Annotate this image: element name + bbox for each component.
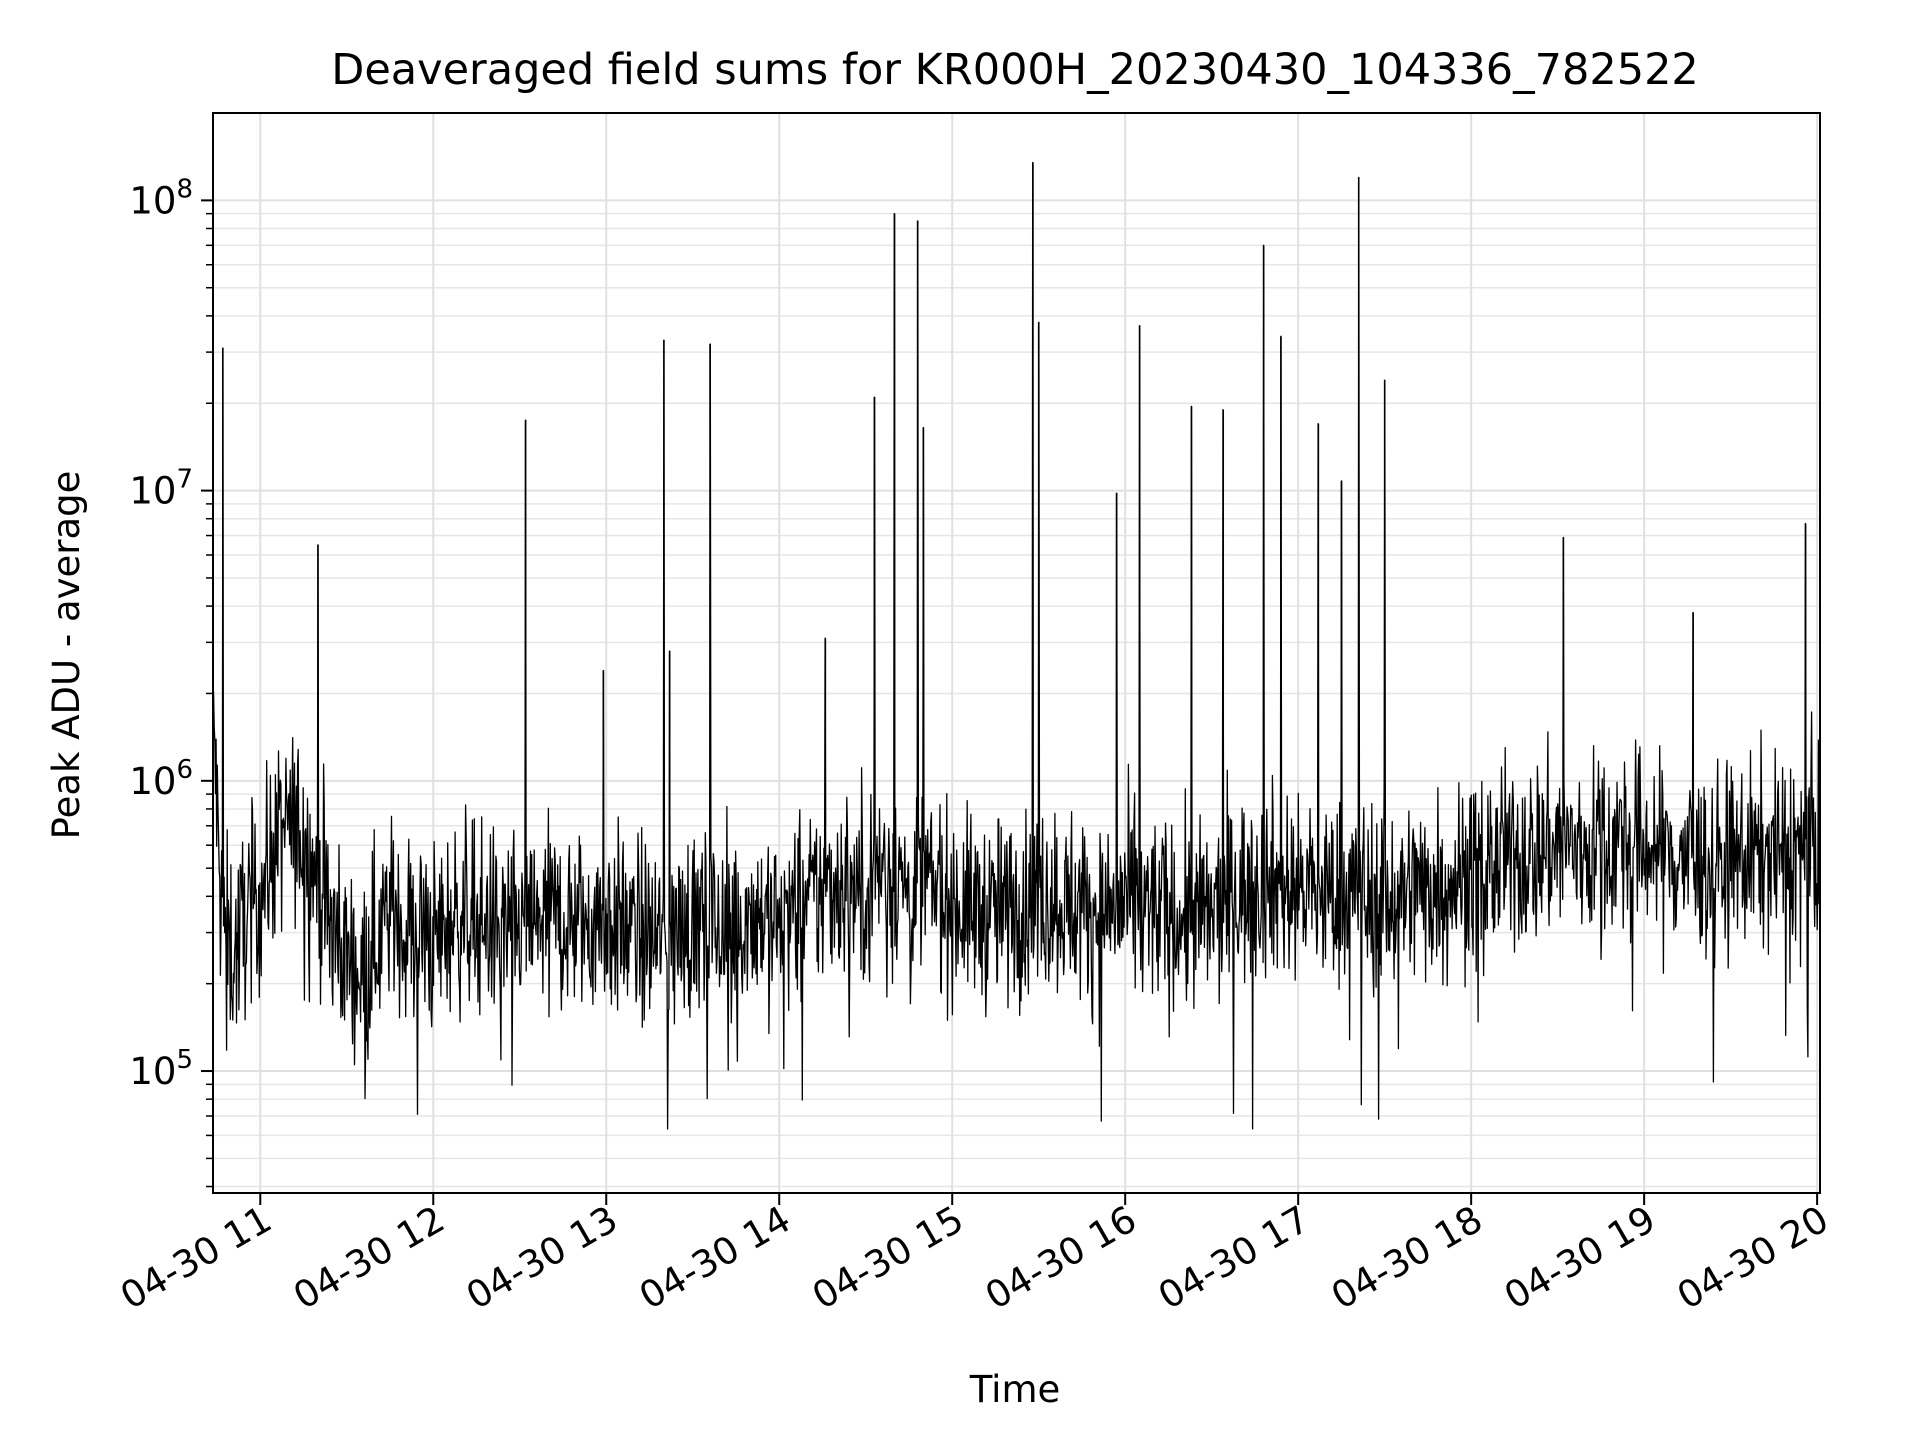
x-tick-label: 04-30 14	[632, 1198, 798, 1318]
series-layer	[212, 161, 1820, 1130]
x-axis-label: Time	[969, 1368, 1061, 1411]
x-tick-label: 04-30 15	[805, 1198, 971, 1318]
y-tick-label: 105	[129, 1045, 193, 1093]
x-tick-label: 04-30 16	[978, 1198, 1144, 1318]
plot-frame	[212, 112, 1821, 1194]
y-axis-ticks: 105 106 107 108	[129, 174, 213, 1188]
x-tick-label: 04-30 11	[113, 1198, 279, 1318]
y-axis-label: Peak ADU - average	[45, 471, 88, 840]
y-tick-label: 107	[129, 465, 193, 513]
x-tick-label: 04-30 18	[1324, 1198, 1490, 1318]
x-tick-label: 04-30 20	[1670, 1198, 1836, 1318]
grid-major-y	[213, 199, 1820, 1073]
grid-minor-y	[213, 212, 1820, 1188]
x-tick-label: 04-30 19	[1497, 1198, 1663, 1318]
x-tick-label: 04-30 12	[286, 1198, 452, 1318]
y-tick-label: 106	[129, 755, 193, 803]
chart-title: Deaveraged field sums for KR000H_2023043…	[331, 45, 1699, 95]
x-tick-label: 04-30 17	[1151, 1198, 1317, 1318]
series-line	[212, 161, 1820, 1130]
x-axis-ticks: 04-30 11 04-30 12 04-30 13 04-30 14 04-30 15…	[113, 1193, 1836, 1318]
y-tick-label: 108	[129, 174, 193, 222]
x-tick-label: 04-30 13	[459, 1198, 625, 1318]
